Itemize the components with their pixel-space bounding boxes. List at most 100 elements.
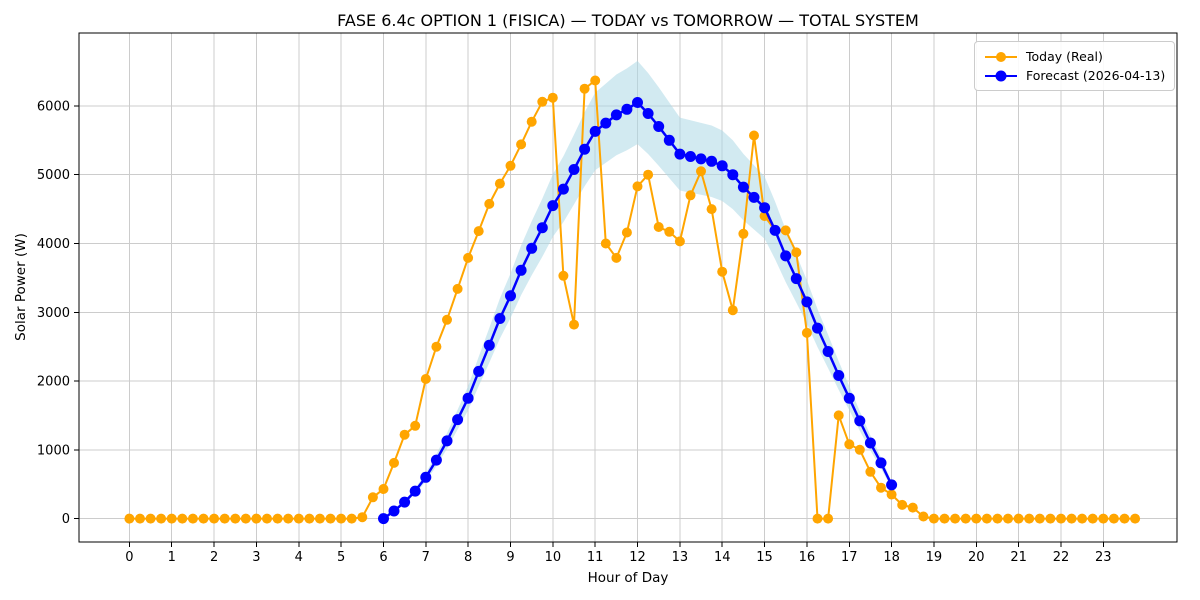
x-axis-label: Hour of Day bbox=[587, 570, 669, 586]
today-data-point bbox=[653, 222, 664, 232]
x-tick-label: 1 bbox=[168, 550, 176, 565]
today-data-point bbox=[780, 225, 791, 236]
today-data-point bbox=[664, 226, 675, 237]
forecast-data-point bbox=[589, 125, 601, 137]
today-data-point bbox=[1034, 513, 1045, 524]
forecast-data-point bbox=[843, 392, 855, 404]
x-tick-label: 22 bbox=[1053, 550, 1070, 565]
forecast-data-point bbox=[663, 134, 675, 146]
today-data-point bbox=[166, 513, 177, 524]
today-data-point bbox=[717, 266, 728, 277]
forecast-data-point bbox=[748, 191, 760, 203]
today-data-point bbox=[685, 190, 696, 201]
today-data-point bbox=[1066, 513, 1077, 524]
today-data-point bbox=[304, 513, 315, 524]
today-line-marker-icon bbox=[985, 51, 1017, 62]
today-data-point bbox=[516, 139, 527, 150]
today-data-point bbox=[325, 513, 336, 524]
forecast-data-point bbox=[833, 370, 845, 381]
legend-label-forecast: Forecast (2026-04-13) bbox=[1026, 68, 1166, 83]
x-tick-label: 6 bbox=[379, 550, 387, 565]
forecast-data-point bbox=[526, 242, 538, 254]
today-data-point bbox=[1108, 513, 1119, 524]
forecast-data-point bbox=[695, 153, 707, 165]
forecast-data-point bbox=[388, 505, 400, 517]
today-data-point bbox=[865, 466, 876, 477]
today-data-point bbox=[939, 513, 950, 524]
x-tick-label: 18 bbox=[883, 550, 900, 565]
forecast-data-point bbox=[420, 471, 432, 483]
forecast-confidence-band bbox=[383, 60, 892, 519]
forecast-data-point bbox=[399, 496, 411, 508]
today-data-point bbox=[1013, 513, 1024, 524]
y-tick-label: 0 bbox=[62, 512, 70, 527]
today-data-point bbox=[262, 513, 272, 524]
today-data-point bbox=[791, 247, 802, 258]
today-data-point bbox=[410, 420, 421, 431]
today-data-point bbox=[706, 204, 717, 215]
today-data-point bbox=[452, 283, 463, 294]
x-tick-label: 7 bbox=[422, 550, 430, 565]
y-axis-label: Solar Power (W) bbox=[13, 233, 29, 341]
today-data-point bbox=[272, 513, 283, 524]
today-data-point bbox=[378, 484, 389, 494]
today-data-point bbox=[981, 513, 992, 524]
forecast-data-point bbox=[886, 479, 898, 491]
y-tick-label: 1000 bbox=[37, 443, 70, 458]
today-data-point bbox=[886, 489, 897, 500]
forecast-data-point bbox=[716, 160, 728, 172]
today-data-point bbox=[240, 513, 251, 524]
today-data-point bbox=[156, 513, 167, 524]
forecast-data-point bbox=[727, 169, 739, 181]
forecast-data-point bbox=[409, 485, 421, 497]
forecast-data-point bbox=[430, 454, 442, 466]
forecast-data-point bbox=[536, 222, 548, 234]
x-tick-label: 16 bbox=[799, 550, 816, 565]
today-data-point bbox=[960, 513, 971, 524]
today-data-point bbox=[907, 502, 918, 513]
today-data-point bbox=[823, 513, 834, 524]
today-data-point bbox=[230, 513, 241, 524]
today-data-point bbox=[1077, 513, 1088, 524]
today-data-point bbox=[135, 513, 145, 524]
today-data-point bbox=[505, 160, 516, 171]
x-tick-label: 17 bbox=[841, 550, 858, 565]
forecast-data-point bbox=[557, 183, 569, 195]
today-data-point bbox=[876, 482, 886, 493]
forecast-data-point bbox=[642, 108, 654, 119]
today-data-point bbox=[399, 429, 410, 440]
today-data-point bbox=[600, 238, 611, 249]
today-data-point bbox=[336, 513, 347, 524]
today-data-point bbox=[367, 492, 378, 503]
today-data-point bbox=[1119, 513, 1130, 524]
today-data-point bbox=[124, 513, 135, 524]
forecast-data-point bbox=[483, 339, 495, 351]
x-tick-label: 19 bbox=[926, 550, 943, 565]
x-tick-label: 10 bbox=[545, 550, 562, 565]
forecast-data-point bbox=[801, 296, 813, 308]
today-data-point bbox=[187, 513, 198, 524]
today-data-point bbox=[579, 83, 590, 94]
y-tick-label: 3000 bbox=[37, 306, 70, 321]
today-data-point bbox=[198, 513, 209, 524]
forecast-data-point bbox=[854, 415, 866, 427]
x-tick-label: 4 bbox=[295, 550, 303, 565]
today-data-point bbox=[420, 374, 431, 384]
forecast-data-point bbox=[769, 224, 781, 236]
forecast-data-point bbox=[685, 151, 696, 162]
today-data-point bbox=[611, 252, 622, 263]
today-data-point bbox=[918, 511, 929, 522]
today-data-point bbox=[590, 75, 601, 86]
forecast-data-point bbox=[674, 148, 686, 160]
today-data-point bbox=[1024, 513, 1035, 524]
forecast-data-point bbox=[473, 365, 485, 377]
forecast-data-point bbox=[600, 117, 612, 129]
x-tick-label: 14 bbox=[714, 550, 731, 565]
today-data-point bbox=[696, 166, 706, 177]
x-tick-label: 5 bbox=[337, 550, 345, 565]
forecast-line-marker-icon bbox=[985, 70, 1017, 81]
x-tick-label: 15 bbox=[756, 550, 773, 565]
forecast-data-point bbox=[653, 121, 665, 132]
legend-entry-today: Today (Real) bbox=[983, 47, 1165, 66]
